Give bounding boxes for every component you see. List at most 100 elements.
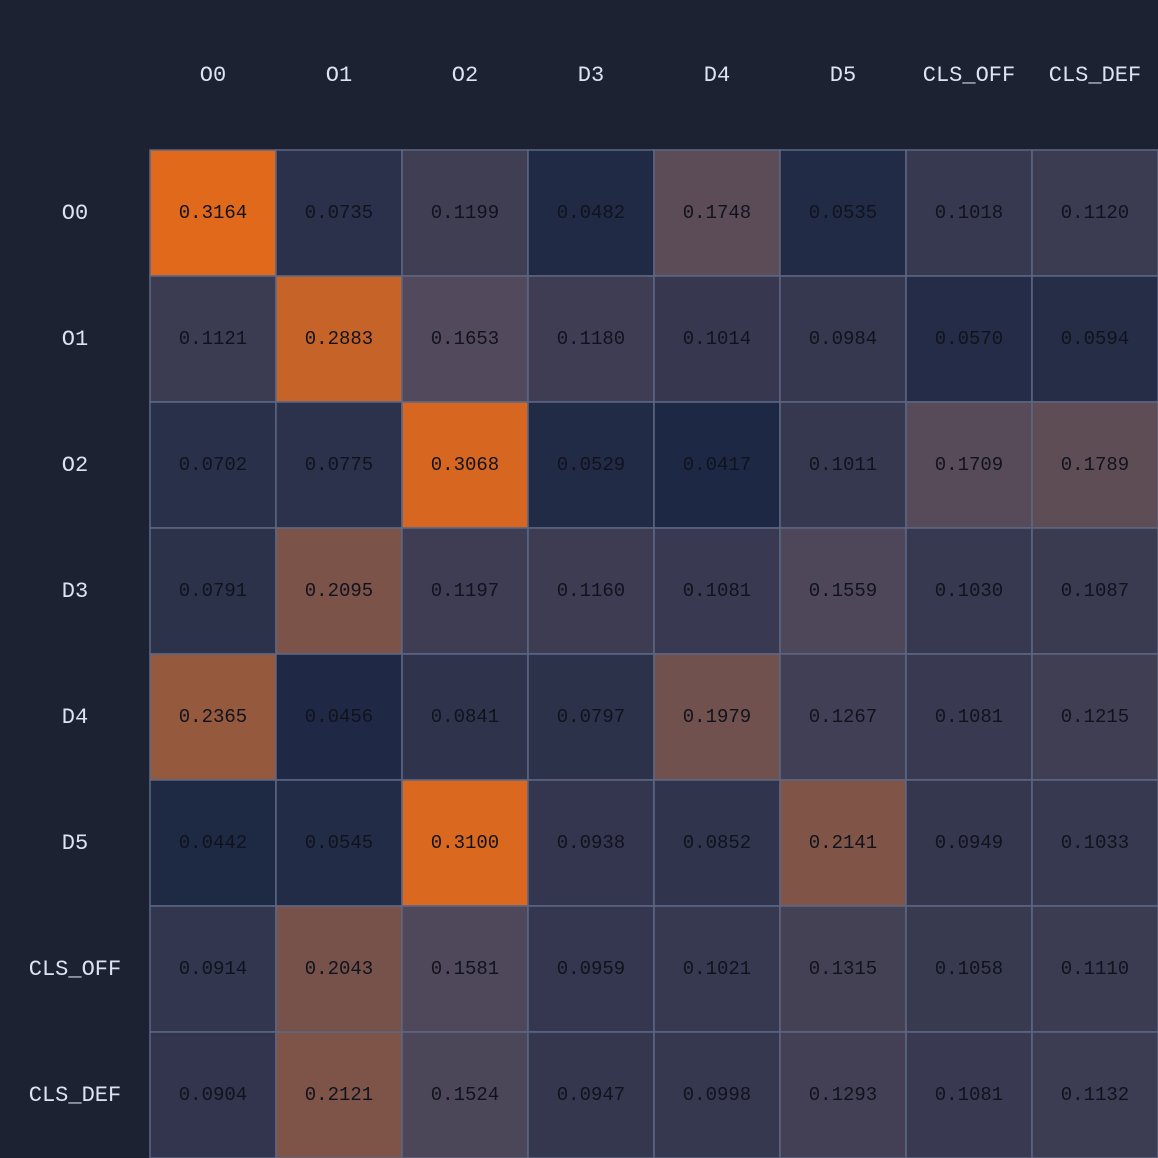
cell-value-label: 0.1132 [1061, 1084, 1129, 1106]
cell-value-label: 0.1581 [431, 958, 499, 980]
cell-value-label: 0.1081 [935, 706, 1003, 728]
cell-value-label: 0.0529 [557, 454, 625, 476]
cell-value-label: 0.1789 [1061, 454, 1129, 476]
row-label: O2 [62, 453, 88, 478]
heatmap-cell [401, 1031, 529, 1158]
cell-value-label: 0.1030 [935, 580, 1003, 602]
heatmap-cell [401, 275, 529, 403]
row-label: D3 [62, 579, 88, 604]
heatmap-cell [905, 275, 1033, 403]
cell-value-label: 0.0775 [305, 454, 373, 476]
cell-value-label: 0.1110 [1061, 958, 1129, 980]
heatmap-cell [527, 779, 655, 907]
cell-value-label: 0.1559 [809, 580, 877, 602]
heatmap-cell [527, 275, 655, 403]
row-label: O0 [62, 201, 88, 226]
cell-value-label: 0.1267 [809, 706, 877, 728]
cell-value-label: 0.1979 [683, 706, 751, 728]
cell-value-label: 0.3068 [431, 454, 499, 476]
cell-value-label: 0.1081 [935, 1084, 1003, 1106]
heatmap-cell [1031, 653, 1158, 781]
column-label: CLS_OFF [923, 63, 1015, 88]
cell-value-label: 0.0482 [557, 202, 625, 224]
cell-value-label: 0.0702 [179, 454, 247, 476]
cell-value-label: 0.0947 [557, 1084, 625, 1106]
cell-value-label: 0.0570 [935, 328, 1003, 350]
heatmap-cell [149, 1031, 277, 1158]
heatmap-cell [275, 779, 403, 907]
heatmap-cell [275, 401, 403, 529]
heatmap-cell [527, 401, 655, 529]
heatmap-cell [1031, 401, 1158, 529]
heatmap-cell [149, 653, 277, 781]
cell-value-label: 0.2883 [305, 328, 373, 350]
heatmap-cell [653, 275, 781, 403]
heatmap-cell [779, 905, 907, 1033]
cell-value-label: 0.2141 [809, 832, 877, 854]
cell-value-label: 0.0949 [935, 832, 1003, 854]
heatmap-cell [275, 149, 403, 277]
heatmap-cell [653, 905, 781, 1033]
cell-value-label: 0.0914 [179, 958, 247, 980]
cell-value-label: 0.0417 [683, 454, 751, 476]
cell-value-label: 0.1653 [431, 328, 499, 350]
row-label: CLS_OFF [29, 957, 121, 982]
cell-value-label: 0.1014 [683, 328, 751, 350]
heatmap-cell [779, 401, 907, 529]
cell-value-label: 0.1120 [1061, 202, 1129, 224]
heatmap-cell [275, 527, 403, 655]
heatmap-cell [653, 779, 781, 907]
heatmap-cell [905, 527, 1033, 655]
cell-value-label: 0.1315 [809, 958, 877, 980]
cell-value-label: 0.3164 [179, 202, 247, 224]
heatmap-cell [779, 275, 907, 403]
cell-value-label: 0.1293 [809, 1084, 877, 1106]
cell-value-label: 0.0456 [305, 706, 373, 728]
cell-value-label: 0.0904 [179, 1084, 247, 1106]
cell-value-label: 0.2043 [305, 958, 373, 980]
row-label: CLS_DEF [29, 1083, 121, 1108]
cell-value-label: 0.0791 [179, 580, 247, 602]
cell-value-label: 0.1021 [683, 958, 751, 980]
heatmap-cell [275, 1031, 403, 1158]
cell-value-label: 0.0594 [1061, 328, 1129, 350]
heatmap-cell [149, 149, 277, 277]
column-label: O1 [326, 63, 352, 88]
cell-value-label: 0.0735 [305, 202, 373, 224]
cell-value-label: 0.1709 [935, 454, 1003, 476]
heatmap-cell [1031, 527, 1158, 655]
cell-value-label: 0.1081 [683, 580, 751, 602]
heatmap-cell [275, 905, 403, 1033]
heatmap-cell [779, 1031, 907, 1158]
heatmap-cells: 0.3164 0.0735 0.1199 0.0482 0.1748 0.0535 0.10… [149, 149, 1158, 1158]
column-label: D5 [830, 63, 856, 88]
column-labels: O0 O1 O2 D3 D4 D5 CLS_OFF CLS_DEF [200, 63, 1141, 88]
heatmap-cell [149, 779, 277, 907]
heatmap-cell [401, 527, 529, 655]
cell-value-label: 0.0797 [557, 706, 625, 728]
heatmap-cell [905, 401, 1033, 529]
cell-value-label: 0.0535 [809, 202, 877, 224]
cell-value-label: 0.2121 [305, 1084, 373, 1106]
cell-value-label: 0.0959 [557, 958, 625, 980]
heatmap-cell [401, 149, 529, 277]
cell-value-label: 0.3100 [431, 832, 499, 854]
column-label: O0 [200, 63, 226, 88]
column-label: D4 [704, 63, 730, 88]
cell-value-label: 0.2365 [179, 706, 247, 728]
cell-value-label: 0.1197 [431, 580, 499, 602]
heatmap-cell [401, 653, 529, 781]
cell-value-label: 0.0998 [683, 1084, 751, 1106]
heatmap-cell [905, 653, 1033, 781]
cell-value-label: 0.0852 [683, 832, 751, 854]
cell-value-label: 0.1199 [431, 202, 499, 224]
heatmap-cell [653, 401, 781, 529]
heatmap-cell [1031, 779, 1158, 907]
column-label: D3 [578, 63, 604, 88]
heatmap-cell [1031, 905, 1158, 1033]
heatmap-cell [275, 275, 403, 403]
heatmap-cell [275, 653, 403, 781]
heatmap-cell [149, 275, 277, 403]
cell-value-label: 0.1121 [179, 328, 247, 350]
